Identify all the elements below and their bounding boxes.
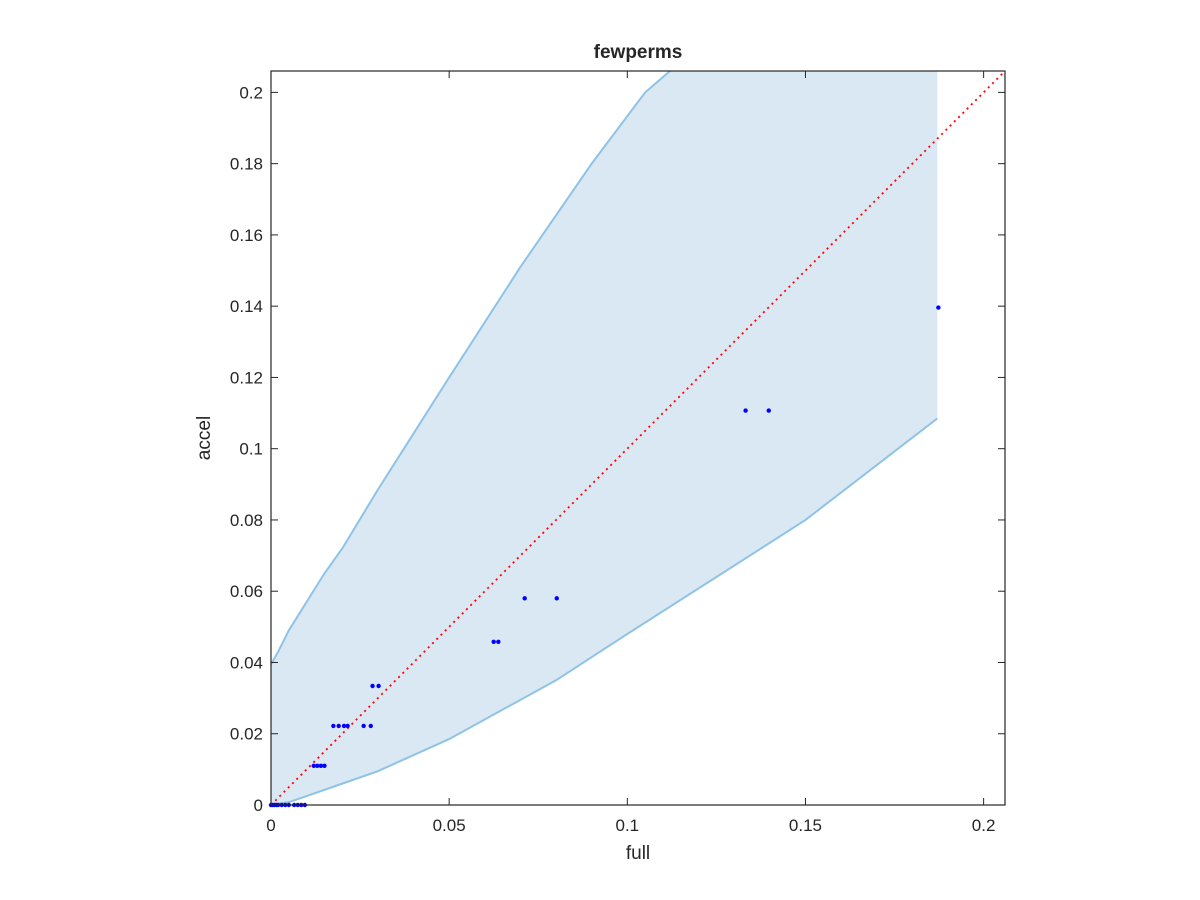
y-tick-label: 0.06: [230, 582, 263, 601]
diagonal-line: [270, 70, 1006, 806]
data-point: [766, 408, 771, 413]
axes-box: [270, 70, 1006, 806]
y-tick-label: 0.18: [230, 155, 263, 174]
data-point: [341, 723, 347, 729]
x-ticks: 0 0.05 0.1 0.15 0.2: [266, 71, 995, 835]
x-tick-label: 0.05: [433, 816, 466, 835]
x-tick-label: 0.1: [615, 816, 639, 835]
data-point: [345, 723, 350, 729]
y-tick-label: 0.16: [230, 226, 263, 245]
data-point: [318, 763, 324, 769]
y-axis-label: accel: [194, 416, 215, 460]
x-tick-label: 0.15: [789, 816, 822, 835]
x-tick-label: 0: [266, 816, 275, 835]
x-tick-label: 0.2: [972, 816, 996, 835]
data-point: [743, 408, 748, 413]
data-point: [522, 596, 527, 601]
data-point: [376, 683, 381, 689]
band-upper-edge: [270, 70, 671, 665]
y-tick-label: 0.1: [239, 440, 263, 459]
data-point: [491, 639, 496, 645]
data-point: [361, 723, 366, 729]
data-point: [368, 723, 373, 729]
data-point: [336, 723, 341, 729]
data-point: [370, 683, 375, 689]
x-axis-label: full: [626, 843, 650, 864]
data-point: [322, 763, 327, 769]
y-tick-label: 0: [254, 796, 263, 815]
y-tick-label: 0.12: [230, 368, 263, 387]
y-tick-label: 0.04: [230, 653, 263, 672]
y-ticks: 0 0.02 0.04 0.06 0.08 0.1 0.12 0.14 0.16 0.18 0.2: [230, 83, 1005, 815]
data-point: [331, 723, 336, 729]
data-point: [315, 763, 320, 769]
data-point: [496, 639, 501, 645]
y-tick-label: 0.14: [230, 297, 263, 316]
band-lower-edge: [270, 417, 938, 806]
y-tick-label: 0.2: [239, 83, 263, 102]
confidence-band: [270, 70, 938, 806]
identity-line: [270, 70, 1006, 806]
data-point: [936, 305, 941, 310]
band-fill: [271, 71, 938, 805]
data-point: [311, 763, 316, 769]
y-tick-label: 0.02: [230, 725, 263, 744]
data-point: [554, 596, 559, 601]
chart-title: fewperms: [594, 42, 683, 63]
y-tick-label: 0.08: [230, 511, 263, 530]
